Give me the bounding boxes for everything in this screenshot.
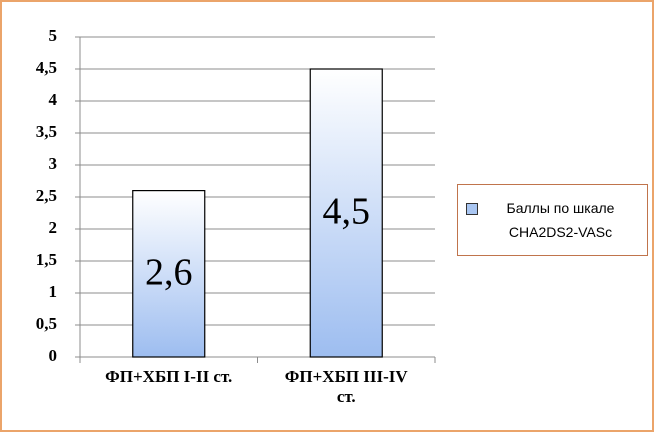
y-tick-label: 0 xyxy=(49,346,58,365)
y-tick-label: 4 xyxy=(49,90,58,109)
y-tick-label: 2 xyxy=(49,218,58,237)
x-tick-label: ФП+ХБП I-II ст. xyxy=(105,367,233,386)
bar xyxy=(132,190,206,358)
legend: Баллы по шкале CHA2DS2-VASc xyxy=(457,184,648,256)
legend-label: Баллы по шкале CHA2DS2-VASc xyxy=(506,200,615,240)
value-label: 2,6 xyxy=(145,252,193,294)
bar xyxy=(309,68,383,358)
y-tick-label: 3 xyxy=(49,154,58,173)
y-tick-label: 2,5 xyxy=(36,186,57,205)
legend-swatch xyxy=(466,203,478,215)
y-tick-label: 1 xyxy=(49,282,58,301)
x-tick-label: ФП+ХБП III-IV ст. xyxy=(284,367,408,406)
value-label: 4,5 xyxy=(323,191,371,233)
y-tick-label: 4,5 xyxy=(36,58,57,77)
y-tick-label: 3,5 xyxy=(36,122,57,141)
y-tick-label: 1,5 xyxy=(36,250,57,269)
y-tick-label: 5 xyxy=(49,26,58,45)
y-tick-label: 0,5 xyxy=(36,314,57,333)
